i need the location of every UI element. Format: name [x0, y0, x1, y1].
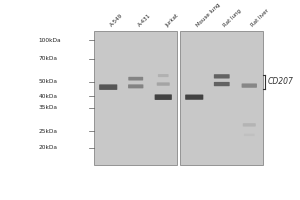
- Text: Rat liver: Rat liver: [250, 8, 270, 28]
- Text: 50kDa: 50kDa: [39, 79, 58, 84]
- Text: 25kDa: 25kDa: [39, 129, 58, 134]
- Text: Jurkat: Jurkat: [164, 13, 179, 28]
- FancyBboxPatch shape: [185, 95, 203, 100]
- FancyBboxPatch shape: [99, 84, 117, 90]
- Text: CD207: CD207: [268, 77, 294, 86]
- FancyBboxPatch shape: [128, 84, 143, 88]
- Text: Rat lung: Rat lung: [223, 8, 243, 28]
- FancyBboxPatch shape: [244, 134, 255, 136]
- Text: 35kDa: 35kDa: [39, 105, 58, 110]
- FancyBboxPatch shape: [214, 82, 230, 86]
- Text: 40kDa: 40kDa: [39, 94, 58, 99]
- FancyBboxPatch shape: [157, 82, 170, 86]
- FancyBboxPatch shape: [214, 74, 230, 79]
- FancyBboxPatch shape: [242, 83, 257, 88]
- Text: Mouse lung: Mouse lung: [195, 2, 221, 28]
- FancyBboxPatch shape: [158, 74, 169, 77]
- FancyBboxPatch shape: [128, 77, 143, 81]
- Text: 100kDa: 100kDa: [39, 38, 61, 43]
- Text: A-431: A-431: [137, 13, 152, 28]
- Text: A-549: A-549: [110, 13, 124, 28]
- Bar: [181, 31, 263, 165]
- FancyBboxPatch shape: [154, 94, 172, 100]
- Text: 20kDa: 20kDa: [39, 145, 58, 150]
- FancyBboxPatch shape: [243, 123, 256, 127]
- Bar: [94, 31, 177, 165]
- Text: 70kDa: 70kDa: [39, 56, 58, 61]
